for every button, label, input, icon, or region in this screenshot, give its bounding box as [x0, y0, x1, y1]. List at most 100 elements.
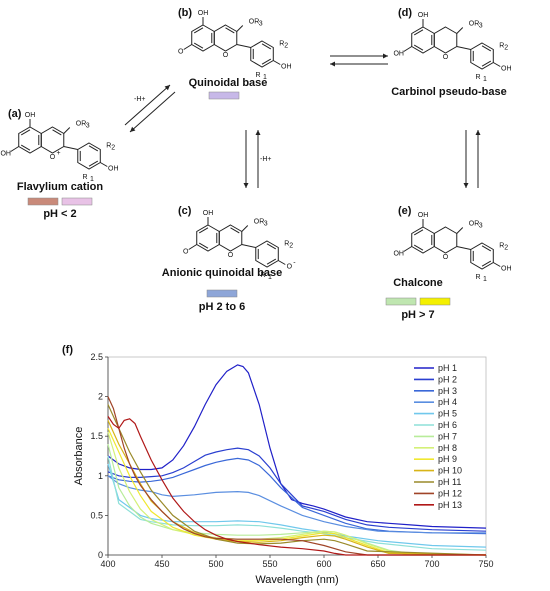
- arrow-head: [330, 61, 335, 67]
- chalcone-ring-c: [433, 226, 458, 254]
- carbinol-oh-7: OH: [393, 51, 404, 58]
- quinoidal-color-swatch-1: [208, 91, 240, 100]
- chalcone-name: Chalcone: [393, 277, 443, 289]
- arrow-head: [255, 130, 261, 135]
- bond: [241, 225, 249, 232]
- arrow-a-to-b: [124, 84, 171, 126]
- bond: [63, 146, 78, 150]
- flavylium-r1: R: [83, 174, 88, 181]
- y-tick-label: 2: [98, 392, 103, 402]
- bond: [403, 46, 413, 52]
- x-axis-title: Wavelength (nm): [255, 574, 338, 586]
- anionic-quinoidal-structure: OHO OOR 3R 2O-R 1: [183, 210, 296, 281]
- x-tick-label: 600: [316, 559, 331, 569]
- bond: [456, 27, 464, 34]
- x-tick-label: 500: [208, 559, 223, 569]
- double-bond: [481, 45, 492, 52]
- chalcone-sub-1: 1: [483, 276, 487, 283]
- legend-label-1: pH 1: [438, 363, 457, 373]
- carbinol-oh-5: OH: [418, 12, 429, 19]
- anionic-quinoidal-ring-a: [196, 224, 220, 252]
- arrow-head: [243, 183, 249, 188]
- anionic-quinoidal-o-7: O: [183, 249, 189, 256]
- legend-label-13: pH 13: [438, 500, 462, 510]
- y-axis-title: Absorbance: [73, 427, 85, 486]
- legend-label-6: pH 6: [438, 420, 457, 430]
- arrow-head: [463, 183, 469, 188]
- double-bond: [20, 144, 31, 151]
- panel-label-e: (e): [398, 205, 412, 217]
- panel-label-d: (d): [398, 7, 412, 19]
- chalcone-ring-a: [411, 226, 435, 254]
- arrow-head: [475, 130, 481, 135]
- flavylium-oh-5: OH: [25, 112, 36, 119]
- carbinol-sub-1: 1: [483, 76, 487, 83]
- carbinol-ring-c: [433, 26, 458, 54]
- anionic-quinoidal-minus-charge: -: [293, 260, 296, 267]
- x-tick-label: 700: [424, 559, 439, 569]
- panel-label-a: (a): [8, 108, 22, 120]
- double-bond: [198, 242, 209, 249]
- arrow-d-to-e: [463, 130, 469, 188]
- quinoidal-ring-c: [213, 24, 238, 52]
- anionic-quinoidal-ring-b: [255, 240, 279, 268]
- flavylium-ring-b: [77, 142, 101, 170]
- chalcone-oh-4p: OH: [501, 266, 512, 273]
- anionic-quinoidal-r2: R: [284, 241, 289, 248]
- carbinol-sub-2: 2: [504, 45, 508, 52]
- y-tick-label: 2.5: [90, 352, 103, 362]
- quinoidal-ring-b: [250, 40, 274, 68]
- anionic-quinoidal-color-swatch-1: [206, 289, 238, 298]
- y-tick-label: 0: [98, 550, 103, 560]
- flavylium-ring-a: [18, 126, 42, 154]
- anionic-quinoidal-sub-1: 1: [268, 274, 272, 281]
- double-bond: [413, 44, 424, 51]
- chalcone-sub-2: 2: [504, 245, 508, 252]
- anionic-quinoidal-sub-2: 2: [289, 243, 293, 250]
- quinoidal-ring-oxygen: O: [223, 52, 229, 59]
- flavylium-name: Flavylium cation: [17, 181, 103, 193]
- panel-label-b: (b): [178, 7, 192, 19]
- y-tick-label: 0.5: [90, 510, 103, 520]
- carbinol-sub-3: 3: [479, 23, 483, 30]
- series-line-ph-4: [107, 475, 486, 534]
- flavylium-sub-3: 3: [86, 123, 90, 130]
- bond: [183, 44, 193, 50]
- arrow-label-a-b: -H+: [134, 96, 145, 103]
- chalcone-color-swatch-2: [419, 297, 451, 306]
- flavylium-color-swatch-1: [27, 197, 59, 206]
- bond: [236, 25, 244, 32]
- y-tick-label: 1: [98, 471, 103, 481]
- carbinol-r1: R: [476, 74, 481, 81]
- double-bond: [225, 27, 235, 34]
- double-bond: [481, 245, 492, 252]
- chalcone-sub-3: 3: [479, 223, 483, 230]
- carbinol-ring-a: [411, 26, 435, 54]
- bond: [63, 127, 71, 134]
- double-bond: [20, 129, 31, 136]
- double-bond: [261, 43, 272, 50]
- quinoidal-or3: OR: [249, 19, 260, 26]
- double-bond: [52, 129, 62, 136]
- quinoidal-sub-2: 2: [284, 43, 288, 50]
- anionic-quinoidal-ph-condition: pH 2 to 6: [199, 301, 245, 313]
- bond: [493, 262, 501, 267]
- bond: [278, 260, 286, 265]
- series-line-ph-1: [107, 364, 487, 529]
- quinoidal-o-7: O: [178, 49, 184, 56]
- chalcone-ring-oxygen: O: [443, 254, 449, 261]
- arrow-d-to-b: [330, 61, 388, 67]
- quinoidal-r2: R: [279, 41, 284, 48]
- chalcone-r1: R: [476, 274, 481, 281]
- bond: [273, 60, 281, 65]
- bond: [100, 162, 108, 167]
- bond: [456, 46, 471, 50]
- double-bond: [266, 258, 277, 265]
- arrow-head: [164, 85, 170, 91]
- carbinol-oh-4p: OH: [501, 66, 512, 73]
- double-bond: [88, 160, 99, 167]
- legend-label-11: pH 11: [438, 477, 461, 487]
